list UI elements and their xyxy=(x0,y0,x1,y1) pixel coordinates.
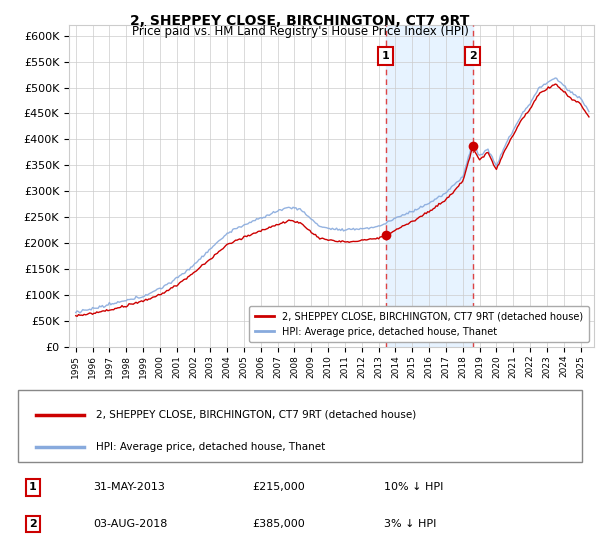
Text: 31-MAY-2013: 31-MAY-2013 xyxy=(93,482,165,492)
Text: £215,000: £215,000 xyxy=(252,482,305,492)
Text: 2: 2 xyxy=(469,51,476,61)
Text: 2, SHEPPEY CLOSE, BIRCHINGTON, CT7 9RT: 2, SHEPPEY CLOSE, BIRCHINGTON, CT7 9RT xyxy=(130,14,470,28)
Text: 1: 1 xyxy=(382,51,389,61)
Text: 2, SHEPPEY CLOSE, BIRCHINGTON, CT7 9RT (detached house): 2, SHEPPEY CLOSE, BIRCHINGTON, CT7 9RT (… xyxy=(96,410,416,420)
Text: 2: 2 xyxy=(29,519,37,529)
Text: 10% ↓ HPI: 10% ↓ HPI xyxy=(384,482,443,492)
Text: £385,000: £385,000 xyxy=(252,519,305,529)
Legend: 2, SHEPPEY CLOSE, BIRCHINGTON, CT7 9RT (detached house), HPI: Average price, det: 2, SHEPPEY CLOSE, BIRCHINGTON, CT7 9RT (… xyxy=(249,306,589,342)
Bar xyxy=(386,25,473,347)
Text: 03-AUG-2018: 03-AUG-2018 xyxy=(93,519,167,529)
Bar xyxy=(18,390,582,462)
Text: 1: 1 xyxy=(29,482,37,492)
Text: 3% ↓ HPI: 3% ↓ HPI xyxy=(384,519,436,529)
Text: HPI: Average price, detached house, Thanet: HPI: Average price, detached house, Than… xyxy=(96,442,325,452)
Text: Price paid vs. HM Land Registry's House Price Index (HPI): Price paid vs. HM Land Registry's House … xyxy=(131,25,469,38)
